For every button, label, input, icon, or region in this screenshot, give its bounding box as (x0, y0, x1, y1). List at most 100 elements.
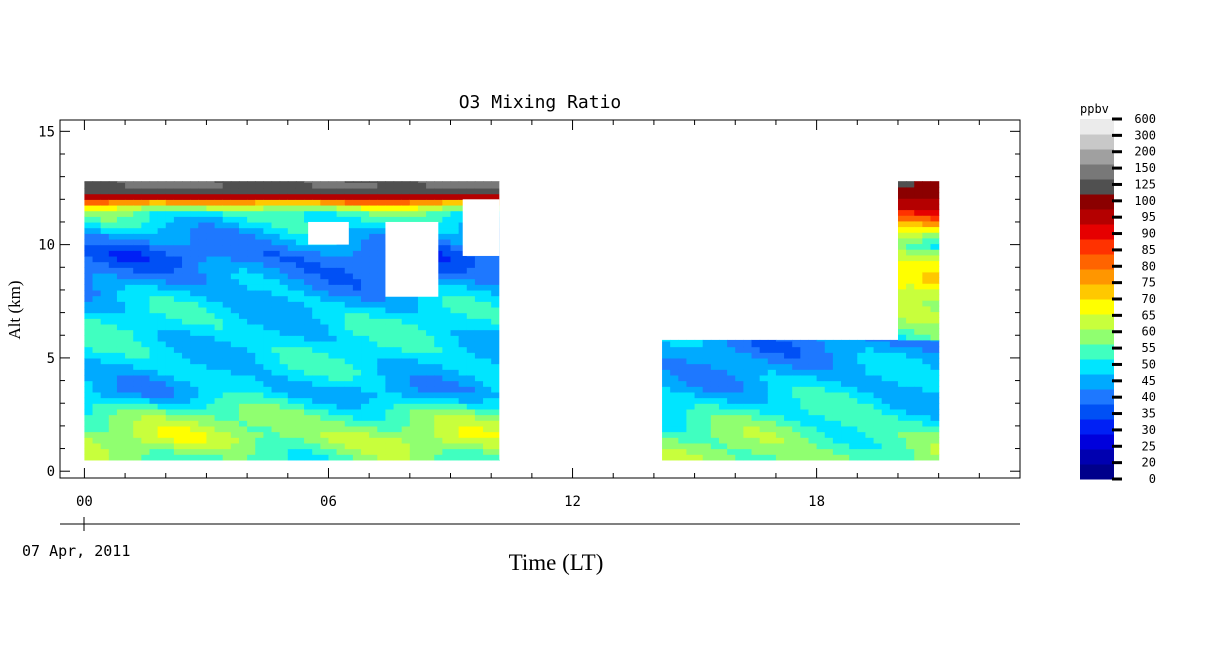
heatmap-cell (881, 420, 891, 427)
heatmap-cell (377, 369, 387, 376)
heatmap-cell (361, 193, 370, 200)
heatmap-cell (263, 369, 273, 376)
heatmap-cell (133, 442, 142, 450)
heatmap-cell (824, 386, 834, 393)
heatmap-cell (344, 425, 354, 433)
heatmap-cell (361, 182, 370, 189)
heatmap-cell (279, 216, 289, 223)
heatmap-cell (271, 386, 281, 393)
heatmap-cell (784, 386, 793, 393)
heatmap-cell (328, 318, 338, 325)
heatmap-cell (417, 306, 427, 314)
heatmap-cell (263, 181, 273, 183)
heatmap-cell (238, 420, 248, 427)
heatmap-cell (206, 306, 216, 314)
heatmap-cell (906, 260, 915, 267)
heatmap-cell (206, 216, 216, 223)
heatmap-cell (426, 369, 435, 376)
heatmap-cell (279, 397, 289, 404)
heatmap-cell (157, 193, 167, 200)
heatmap-cell (190, 437, 199, 444)
heatmap-cell (361, 221, 370, 229)
heatmap-cell (491, 329, 500, 336)
heatmap-cell (198, 340, 208, 348)
heatmap-cell (434, 454, 443, 461)
heatmap-cell (906, 437, 915, 444)
heatmap-cell (702, 386, 712, 393)
heatmap-cell (336, 312, 346, 319)
heatmap-cell (361, 244, 370, 251)
heatmap-cell (906, 397, 915, 404)
heatmap-cell (678, 448, 688, 455)
heatmap-cell (149, 431, 159, 438)
heatmap-cell (401, 454, 411, 461)
heatmap-cell (173, 199, 183, 206)
heatmap-cell (84, 244, 94, 251)
heatmap-cell (247, 210, 256, 217)
heatmap-cell (173, 335, 183, 342)
heatmap-cell (312, 442, 321, 450)
heatmap-cell (466, 448, 476, 455)
heatmap-cell (832, 403, 842, 410)
heatmap-cell (255, 318, 264, 325)
heatmap-cell (84, 289, 94, 297)
heatmap-cell (149, 454, 159, 461)
heatmap-cell (775, 442, 785, 450)
heatmap-cell (263, 448, 273, 455)
heatmap-cell (312, 340, 321, 348)
heatmap-cell (190, 306, 199, 314)
heatmap-cell (206, 391, 216, 399)
heatmap-cell (857, 442, 867, 450)
heatmap-cell (491, 278, 500, 285)
heatmap-cell (385, 380, 395, 387)
heatmap-cell (914, 249, 923, 256)
heatmap-cell (352, 272, 362, 280)
heatmap-cell (450, 403, 460, 410)
heatmap-cell (417, 386, 427, 393)
heatmap-cell (214, 414, 224, 421)
heatmap-cell (352, 352, 362, 359)
heatmap-cell (832, 339, 842, 342)
heatmap-cell (92, 335, 102, 342)
heatmap-cell (889, 403, 899, 410)
heatmap-cell (369, 182, 378, 189)
heatmap-cell (930, 294, 940, 301)
heatmap-cell (344, 284, 354, 291)
colorbar-swatch (1080, 284, 1114, 300)
heatmap-cell (149, 318, 159, 325)
heatmap-cell (775, 425, 785, 433)
x-tick-label: 00 (76, 494, 93, 510)
heatmap-cell (897, 448, 907, 455)
heatmap-cell (255, 289, 264, 297)
heatmap-cell (344, 216, 354, 223)
heatmap-cell (361, 187, 370, 195)
heatmap-cell (401, 448, 411, 455)
heatmap-cell (271, 323, 281, 331)
heatmap-cell (214, 238, 224, 246)
heatmap-cell (295, 357, 305, 365)
heatmap-cell (434, 187, 443, 195)
heatmap-cell (271, 329, 281, 336)
heatmap-cell (670, 339, 679, 342)
heatmap-cell (369, 278, 378, 285)
heatmap-cell (718, 408, 728, 416)
heatmap-cell (230, 272, 240, 280)
heatmap-cell (190, 301, 199, 308)
heatmap-cell (450, 267, 460, 274)
heatmap-cell (906, 386, 915, 393)
heatmap-cell (393, 323, 403, 331)
heatmap-cell (686, 380, 696, 387)
heatmap-cell (800, 454, 810, 461)
heatmap-cell (206, 278, 216, 285)
heatmap-cell (914, 340, 923, 348)
heatmap-cell (897, 414, 907, 421)
heatmap-cell (450, 295, 460, 302)
heatmap-cell (417, 335, 427, 342)
heatmap-cell (743, 397, 753, 404)
heatmap-cell (922, 442, 932, 450)
heatmap-cell (182, 199, 191, 206)
heatmap-cell (328, 335, 338, 342)
heatmap-cell (149, 448, 159, 455)
heatmap-cell (710, 420, 720, 427)
heatmap-cell (775, 374, 785, 382)
